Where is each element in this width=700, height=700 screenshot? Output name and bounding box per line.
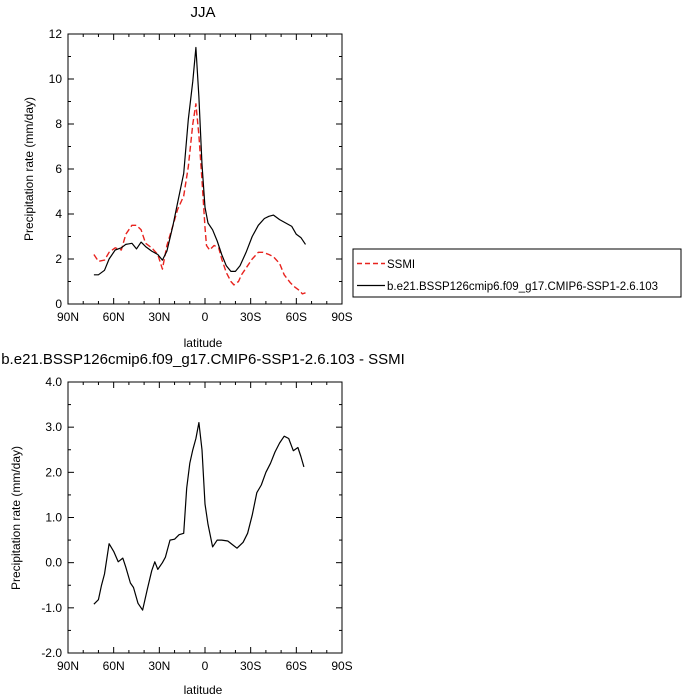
chart-title: JJA (190, 4, 215, 21)
y-axis-label: Precipitation rate (mm/day) (22, 97, 36, 241)
panel-difference: b.e21.BSSP126cmip6.f09_g17.CMIP6-SSP1-2.… (1, 351, 405, 697)
y-tick-label: -2.0 (41, 646, 62, 660)
y-tick-label: 0.0 (45, 556, 62, 570)
x-tick-label: 30S (240, 659, 261, 673)
y-tick-label: 10 (49, 72, 63, 86)
y-tick-label: 1.0 (45, 511, 62, 525)
y-tick-label: 4.0 (45, 375, 62, 389)
x-tick-label: 30S (240, 310, 261, 324)
series-line-difference (93, 422, 305, 611)
legend-label-ssmi: SSMI (387, 259, 415, 271)
y-tick-label: -1.0 (41, 601, 62, 615)
series-lines (93, 422, 305, 611)
y-tick-label: 2.0 (45, 465, 62, 479)
y-tick-label: 6 (55, 162, 62, 176)
series-line-ssmi (93, 103, 306, 295)
x-tick-label: 30N (148, 659, 170, 673)
axis-ticks: 90N 60N 30N 0 30S 60S 90S -2.0 -1.0 0.0 1.0 2.0 3.0 4… (41, 375, 352, 673)
panel-climatology: JJA 90N 60N 30N 0 30S 60S 90S 0 2 4 6 8 10 12 latitud… (22, 4, 353, 350)
series-lines (93, 46, 306, 295)
chart-title: b.e21.BSSP126cmip6.f09_g17.CMIP6-SSP1-2.… (1, 351, 405, 368)
plot-frame (67, 33, 343, 305)
x-tick-label: 90N (57, 310, 79, 324)
axis-ticks: 90N 60N 30N 0 30S 60S 90S 0 2 4 6 8 10 12 (49, 27, 353, 324)
x-tick-label: 90S (331, 310, 352, 324)
series-line-model (93, 46, 306, 276)
x-tick-label: 90S (331, 659, 352, 673)
y-tick-label: 3.0 (45, 420, 62, 434)
x-tick-label: 0 (202, 659, 209, 673)
x-tick-label: 60S (286, 310, 307, 324)
legend: SSMI b.e21.BSSP126cmip6.f09_g17.CMIP6-SS… (352, 248, 682, 298)
y-tick-label: 4 (55, 207, 62, 221)
legend-label-model: b.e21.BSSP126cmip6.f09_g17.CMIP6-SSP1-2.… (387, 281, 658, 293)
plot-frame (67, 381, 343, 654)
x-tick-label: 0 (202, 310, 209, 324)
y-tick-label: 12 (49, 27, 63, 41)
y-axis-label: Precipitation rate (mm/day) (9, 446, 23, 590)
x-tick-label: 60S (286, 659, 307, 673)
x-tick-label: 60N (103, 310, 125, 324)
x-axis-label: latitude (184, 683, 223, 697)
x-tick-label: 30N (148, 310, 170, 324)
y-tick-label: 8 (55, 117, 62, 131)
x-tick-label: 60N (103, 659, 125, 673)
x-tick-label: 90N (57, 659, 79, 673)
y-tick-label: 0 (55, 297, 62, 311)
legend-box (352, 248, 682, 298)
x-axis-label: latitude (184, 336, 223, 350)
y-tick-label: 2 (55, 252, 62, 266)
